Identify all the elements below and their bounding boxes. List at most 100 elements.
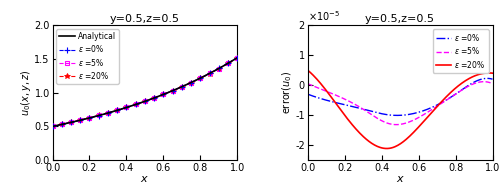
$\varepsilon$ =5% [312,86,318,88]
$\varepsilon$ =0% [234,56,240,59]
$\varepsilon$ =5% [206,72,212,75]
$\varepsilon$ =5% [151,97,157,99]
$\varepsilon$ =20% [339,111,345,113]
$\varepsilon$ =20% [58,123,64,126]
Text: $\times 10^{-5}$: $\times 10^{-5}$ [308,9,340,23]
$\varepsilon$ =20% [179,86,185,88]
$\varepsilon$ =5% [50,125,56,127]
$\varepsilon$ =0% [105,112,111,114]
Title: y=0.5,z=0.5: y=0.5,z=0.5 [365,14,435,24]
$\varepsilon$ =5% [198,77,203,79]
Analytical [50,125,56,127]
$\varepsilon$ =0% [304,93,310,95]
$\varepsilon$ =20% [170,90,175,92]
$\varepsilon$ =0% [206,72,212,74]
Analytical [57,124,63,126]
$\varepsilon$ =0% [58,123,64,126]
$\varepsilon$ =0% [394,114,400,117]
$\varepsilon$ =20% [490,72,496,74]
Y-axis label: $\mathrm{error}(u_0)$: $\mathrm{error}(u_0)$ [280,71,293,114]
$\varepsilon$ =5% [339,97,345,99]
$\varepsilon$ =0% [77,119,83,121]
Analytical [225,62,231,64]
$\varepsilon$ =0% [96,114,102,117]
Line: $\varepsilon$ =0%: $\varepsilon$ =0% [50,55,240,129]
$\varepsilon$ =0% [132,103,138,106]
Line: $\varepsilon$ =20%: $\varepsilon$ =20% [50,55,240,129]
Line: $\varepsilon$ =5%: $\varepsilon$ =5% [50,56,240,128]
$\varepsilon$ =20% [142,100,148,102]
$\varepsilon$ =5% [481,81,487,83]
$\varepsilon$ =5% [393,123,399,126]
$\varepsilon$ =0% [198,77,203,79]
$\varepsilon$ =20% [124,106,130,109]
$\varepsilon$ =5% [490,82,496,85]
$\varepsilon$ =5% [132,103,138,106]
Legend: $\varepsilon$ =0%, $\varepsilon$ =5%, $\varepsilon$ =20%: $\varepsilon$ =0%, $\varepsilon$ =5%, $\… [433,29,488,73]
$\varepsilon$ =5% [474,81,480,84]
$\varepsilon$ =5% [114,109,120,111]
$\varepsilon$ =5% [96,114,102,117]
$\varepsilon$ =0% [481,77,487,80]
$\varepsilon$ =20% [132,103,138,106]
Y-axis label: $u_0(x,y,z)$: $u_0(x,y,z)$ [19,69,33,116]
$\varepsilon$ =5% [304,82,310,85]
$\varepsilon$ =20% [206,72,212,75]
Analytical [84,117,90,120]
$\varepsilon$ =20% [384,147,390,150]
$\varepsilon$ =0% [339,103,345,105]
Legend: Analytical, $\varepsilon$ =0%, $\varepsilon$ =5%, $\varepsilon$ =20%: Analytical, $\varepsilon$ =0%, $\varepsi… [56,29,119,84]
$\varepsilon$ =20% [188,81,194,84]
Analytical [234,56,240,59]
$\varepsilon$ =5% [225,62,231,64]
$\varepsilon$ =0% [86,117,92,119]
$\varepsilon$ =5% [316,87,322,89]
Analytical [218,66,224,68]
$\varepsilon$ =20% [312,76,318,78]
$\varepsilon$ =0% [225,62,231,64]
$\varepsilon$ =20% [68,121,74,124]
$\varepsilon$ =20% [114,109,120,111]
$\varepsilon$ =20% [225,62,231,64]
$\varepsilon$ =0% [170,89,175,92]
$\varepsilon$ =0% [474,79,480,82]
$\varepsilon$ =20% [77,119,83,121]
Title: y=0.5,z=0.5: y=0.5,z=0.5 [110,14,180,24]
$\varepsilon$ =20% [96,114,102,117]
$\varepsilon$ =20% [151,97,157,99]
$\varepsilon$ =0% [188,81,194,84]
$\varepsilon$ =5% [142,100,148,102]
$\varepsilon$ =0% [216,67,222,70]
Line: Analytical: Analytical [52,58,238,126]
$\varepsilon$ =20% [481,72,487,74]
$\varepsilon$ =0% [160,93,166,96]
Line: $\varepsilon$ =20%: $\varepsilon$ =20% [308,70,492,148]
$\varepsilon$ =5% [179,86,185,88]
$\varepsilon$ =20% [198,77,203,79]
$\varepsilon$ =0% [114,109,120,112]
$\varepsilon$ =0% [490,78,496,80]
Analytical [98,113,104,116]
$\varepsilon$ =5% [68,121,74,124]
$\varepsilon$ =0% [354,106,360,109]
$\varepsilon$ =0% [484,77,490,80]
$\varepsilon$ =0% [151,97,157,99]
$\varepsilon$ =5% [216,67,222,70]
$\varepsilon$ =20% [105,112,111,114]
$\varepsilon$ =5% [105,112,111,114]
X-axis label: $x$: $x$ [396,174,404,184]
$\varepsilon$ =20% [354,129,360,131]
$\varepsilon$ =20% [50,125,56,127]
$\varepsilon$ =5% [77,119,83,121]
$\varepsilon$ =0% [142,100,148,102]
$\varepsilon$ =5% [58,123,64,126]
$\varepsilon$ =0% [179,86,185,88]
$\varepsilon$ =5% [234,56,240,59]
$\varepsilon$ =5% [170,90,175,92]
Line: $\varepsilon$ =0%: $\varepsilon$ =0% [308,78,492,115]
$\varepsilon$ =0% [312,96,318,98]
$\varepsilon$ =20% [86,117,92,119]
$\varepsilon$ =0% [316,97,322,99]
Line: $\varepsilon$ =5%: $\varepsilon$ =5% [308,82,492,125]
Analytical [60,123,66,125]
